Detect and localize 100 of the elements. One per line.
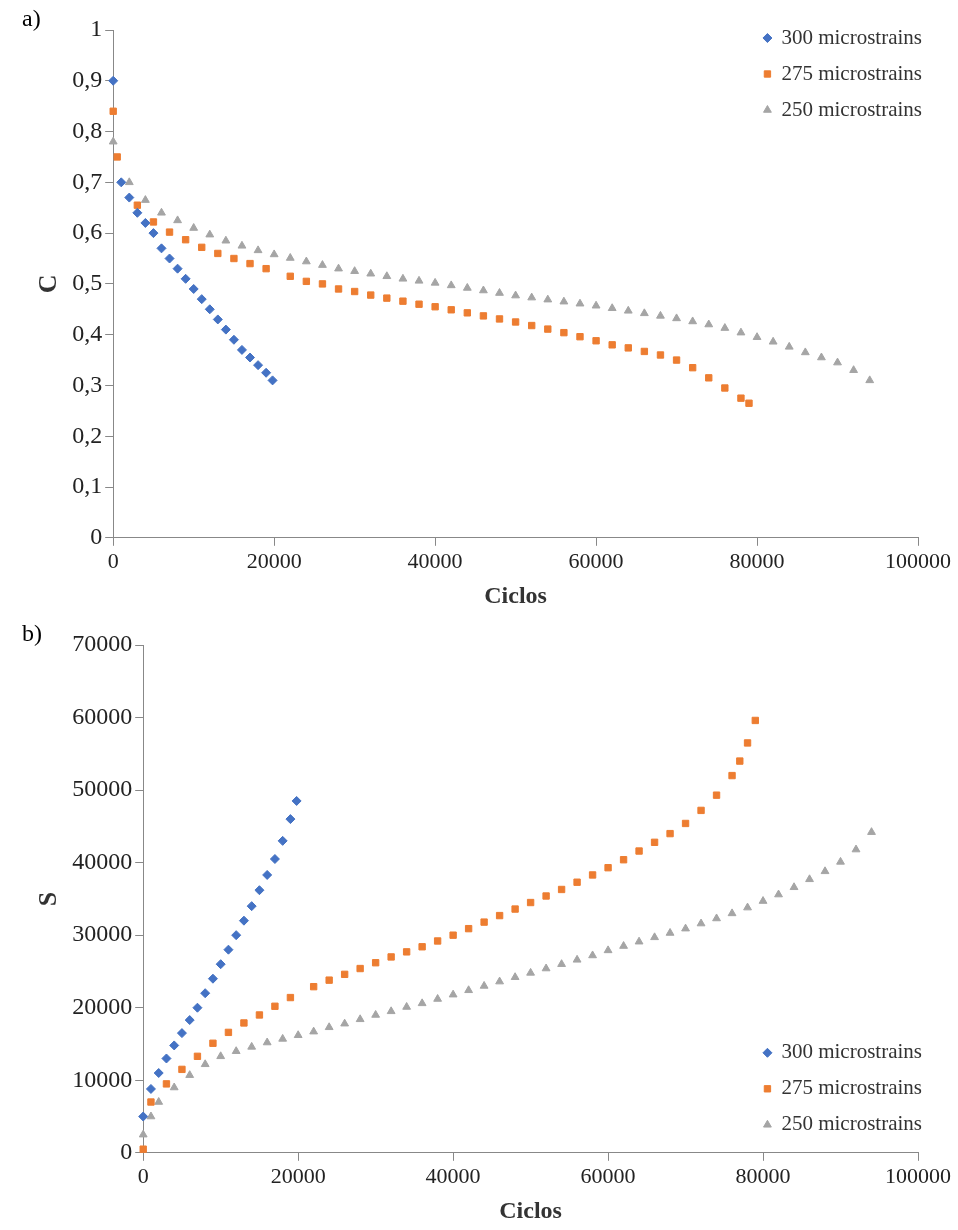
y-axis-title: C	[33, 274, 63, 294]
x-tick-label: 0	[137, 1162, 149, 1188]
point	[340, 1018, 350, 1027]
point	[291, 795, 302, 806]
point	[271, 1002, 279, 1010]
point	[108, 136, 118, 145]
point	[526, 967, 535, 976]
point	[228, 334, 239, 345]
point	[285, 253, 295, 261]
point	[309, 983, 318, 991]
point	[184, 1015, 195, 1026]
point	[511, 905, 519, 913]
point	[148, 228, 159, 239]
point	[176, 1028, 187, 1039]
legend-label: 300 microstrains	[781, 1039, 922, 1064]
point	[591, 300, 601, 309]
point	[511, 290, 520, 299]
point	[254, 885, 265, 896]
point	[253, 245, 263, 254]
point	[236, 344, 247, 355]
point	[758, 896, 768, 904]
point	[430, 277, 440, 286]
point	[479, 312, 488, 320]
x-tick-label: 60000	[580, 1162, 636, 1188]
point	[431, 303, 439, 311]
legend-label: 300 microstrains	[781, 24, 922, 49]
point	[386, 1006, 396, 1015]
point	[309, 1026, 319, 1035]
point	[356, 964, 364, 973]
point	[639, 308, 649, 317]
point	[138, 1111, 149, 1122]
point	[544, 325, 552, 333]
point	[681, 819, 690, 828]
point	[720, 323, 730, 331]
point	[480, 918, 488, 926]
point	[340, 970, 349, 979]
point	[559, 296, 569, 305]
y-tick-label: 0,1	[72, 472, 103, 499]
point	[681, 923, 690, 932]
point	[269, 249, 279, 258]
point	[147, 1098, 155, 1106]
point	[157, 207, 166, 216]
y-tick-label: 0,6	[72, 218, 103, 245]
point	[640, 347, 649, 356]
point	[560, 328, 568, 337]
point	[528, 321, 536, 330]
point	[479, 980, 489, 989]
point	[665, 928, 675, 936]
point	[867, 827, 876, 835]
y-axis-title: S	[33, 891, 63, 907]
point	[207, 973, 218, 984]
point	[463, 309, 471, 317]
point	[418, 943, 426, 951]
point	[188, 283, 199, 294]
point	[200, 988, 211, 999]
point	[200, 1059, 210, 1068]
point	[178, 1065, 186, 1074]
point	[246, 901, 257, 912]
point	[511, 318, 520, 326]
point	[240, 1019, 248, 1027]
point	[510, 972, 520, 980]
legend-label: 250 microstrains	[781, 1111, 922, 1136]
point	[371, 1009, 381, 1018]
point	[495, 288, 504, 296]
point	[656, 351, 665, 359]
point	[743, 739, 752, 747]
point	[575, 298, 585, 307]
point	[277, 835, 288, 846]
point	[145, 1083, 156, 1094]
y-tick-label: 0	[90, 523, 103, 550]
point	[231, 930, 242, 941]
point	[688, 316, 698, 325]
y-tick-label: 30000	[72, 920, 133, 947]
point	[215, 959, 226, 970]
point	[666, 829, 674, 838]
point	[334, 285, 343, 293]
legend-label: 275 microstrains	[781, 60, 922, 85]
point	[113, 153, 121, 161]
point	[286, 993, 295, 1002]
point	[185, 1070, 195, 1078]
point	[193, 1052, 202, 1060]
x-tick-label: 80000	[729, 547, 785, 573]
point	[139, 1145, 147, 1153]
point	[745, 399, 753, 407]
point	[541, 963, 551, 972]
y-tick-label: 0,9	[72, 66, 103, 93]
x-axis-title: Ciclos	[484, 581, 547, 608]
point	[479, 285, 488, 294]
point	[634, 936, 644, 945]
point	[301, 256, 311, 265]
point	[817, 352, 826, 361]
point	[366, 268, 376, 277]
point	[237, 240, 247, 249]
point	[124, 192, 135, 203]
y-tick-label: 0,8	[72, 116, 103, 143]
point	[247, 1041, 257, 1050]
point	[367, 291, 375, 299]
point	[820, 866, 830, 875]
point	[800, 347, 810, 356]
point	[588, 871, 597, 879]
